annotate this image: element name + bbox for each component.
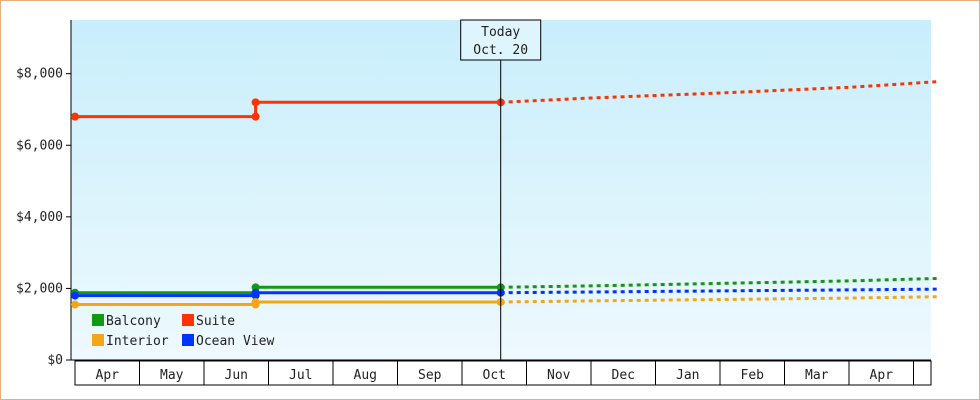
legend-swatch-ocean-view xyxy=(182,334,194,346)
legend-label-interior: Interior xyxy=(106,334,169,349)
series-suite-point xyxy=(251,112,260,121)
today-label-line1: Today xyxy=(481,25,520,40)
x-axis: Apr May Jun Jul Aug Sep Oct Nov Dec Jan Feb Mar Apr xyxy=(71,359,932,386)
x-tick-label: Dec xyxy=(612,368,635,383)
x-axis-month-row xyxy=(74,360,932,386)
y-tick-label: $6,000 xyxy=(16,138,63,153)
today-label-line2: Oct. 20 xyxy=(473,43,528,58)
x-tick-label: Mar xyxy=(805,368,829,383)
series-suite-line xyxy=(75,100,501,119)
today-marker: Today Oct. 20 xyxy=(460,19,542,360)
y-tick-label: $0 xyxy=(47,353,63,368)
y-axis: $0 $2,000 $4,000 $6,000 $8,000 xyxy=(16,20,72,368)
x-tick-label: Jan xyxy=(676,368,699,383)
legend-label-balcony: Balcony xyxy=(106,314,161,329)
series-balcony-forecast xyxy=(500,276,940,289)
series-layer xyxy=(71,80,940,309)
legend: Balcony Suite Interior Ocean View xyxy=(92,314,274,349)
series-suite-forecast xyxy=(500,80,940,104)
x-tick-label: Oct xyxy=(483,368,506,383)
y-tick-label: $4,000 xyxy=(16,210,63,225)
y-tick-label: $8,000 xyxy=(16,67,63,82)
x-tick-label: Apr xyxy=(870,368,894,383)
today-label-box xyxy=(460,19,542,61)
series-interior-forecast xyxy=(500,295,940,304)
x-tick-label: Apr xyxy=(96,368,120,383)
y-tick-label: $2,000 xyxy=(16,281,63,296)
series-interior-point xyxy=(251,298,260,307)
x-tick-label: May xyxy=(160,368,184,383)
legend-swatch-interior xyxy=(92,334,104,346)
x-tick-label: Sep xyxy=(418,368,442,383)
series-interior-point xyxy=(71,300,79,309)
series-ocean-view-forecast xyxy=(500,287,940,295)
series-suite-point xyxy=(251,98,260,107)
x-tick-label: Jul xyxy=(289,368,312,383)
legend-label-suite: Suite xyxy=(196,314,235,329)
series-ocean-view-point xyxy=(71,291,79,300)
legend-swatch-suite xyxy=(182,314,194,326)
series-ocean-view-point xyxy=(251,288,260,297)
series-suite-point xyxy=(71,112,79,121)
x-tick-label: Jun xyxy=(225,368,248,383)
x-tick-label: Feb xyxy=(741,368,765,383)
legend-label-ocean-view: Ocean View xyxy=(196,334,274,349)
x-tick-label: Aug xyxy=(354,368,377,383)
x-tick-label: Nov xyxy=(547,368,571,383)
legend-swatch-balcony xyxy=(92,314,104,326)
